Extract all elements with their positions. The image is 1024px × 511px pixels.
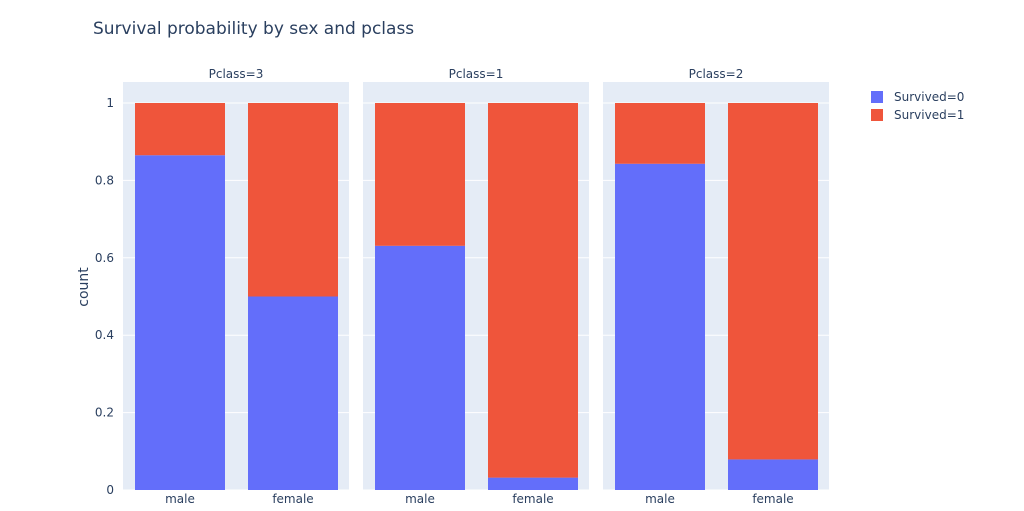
bar-segment[interactable]: [135, 103, 225, 156]
x-tick-label: male: [165, 492, 195, 506]
x-tick-label: male: [405, 492, 435, 506]
y-tick-label: 0.2: [95, 406, 114, 420]
facet-panel: Pclass=1 male female: [363, 67, 589, 506]
facet-panel: Pclass=2 male female: [603, 67, 829, 506]
facet-title: Pclass=1: [449, 67, 504, 81]
y-axis-title: count: [76, 267, 92, 307]
x-tick-label: female: [272, 492, 313, 506]
facet-title: Pclass=3: [209, 67, 264, 81]
y-tick-label: 1: [106, 96, 114, 110]
bar-segment[interactable]: [248, 296, 338, 491]
x-tick-label: male: [645, 492, 675, 506]
legend[interactable]: Survived=0 Survived=1: [871, 90, 964, 122]
bar-segment[interactable]: [488, 477, 578, 490]
bar-segment[interactable]: [728, 103, 818, 460]
x-tick-label: female: [752, 492, 793, 506]
bar-segment[interactable]: [615, 103, 705, 164]
bar-segment[interactable]: [728, 459, 818, 490]
bar-segment[interactable]: [488, 103, 578, 478]
bar-segment[interactable]: [375, 245, 465, 490]
legend-swatch: [871, 91, 883, 103]
legend-item[interactable]: Survived=0: [871, 90, 964, 104]
y-tick-label: 0.6: [95, 251, 114, 265]
legend-item[interactable]: Survived=1: [871, 108, 964, 122]
legend-label: Survived=1: [894, 108, 964, 122]
chart-title: Survival probability by sex and pclass: [93, 19, 414, 39]
facet-title: Pclass=2: [689, 67, 744, 81]
facet-panel: Pclass=3 male female: [123, 67, 349, 506]
y-axis: 0 0.2 0.4 0.6 0.8 1: [95, 96, 114, 497]
bar-segment[interactable]: [375, 103, 465, 246]
legend-label: Survived=0: [894, 90, 964, 104]
legend-swatch: [871, 109, 883, 121]
y-tick-label: 0.8: [95, 173, 114, 187]
x-tick-label: female: [512, 492, 553, 506]
y-tick-label: 0: [106, 483, 114, 497]
bar-segment[interactable]: [615, 163, 705, 490]
bar-segment[interactable]: [135, 155, 225, 490]
y-tick-label: 0.4: [95, 328, 114, 342]
bar-segment[interactable]: [248, 103, 338, 297]
